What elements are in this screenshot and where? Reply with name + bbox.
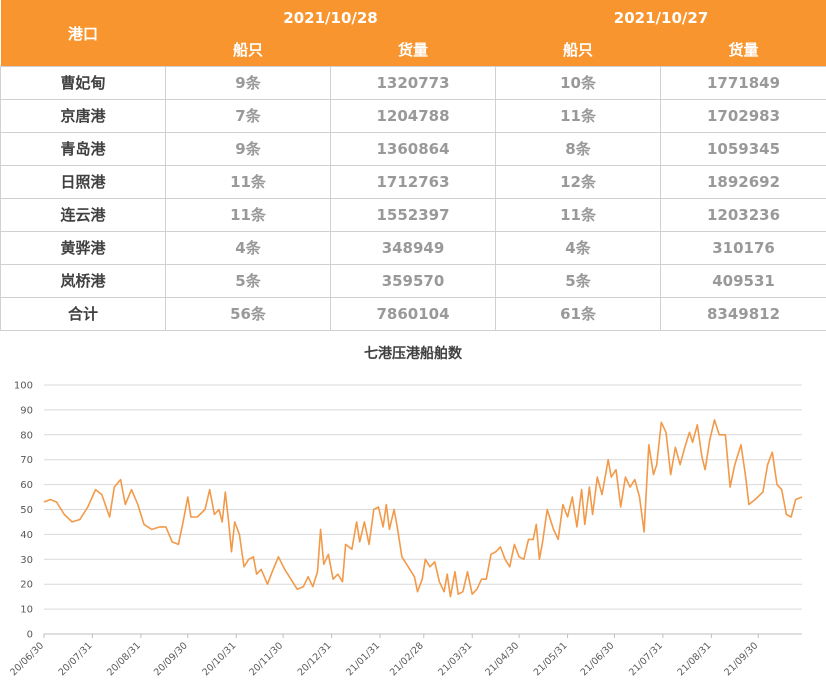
ships-value: 11条 bbox=[165, 164, 331, 199]
port-name: 合计 bbox=[0, 296, 166, 331]
port-table: 港口 2021/10/28 2021/10/27 船只 货量 船只 货量 曹妃甸… bbox=[0, 0, 826, 331]
cargo-value: 348949 bbox=[329, 230, 497, 265]
grid-lines bbox=[44, 384, 802, 635]
y-axis: 0 10 20 30 40 50 60 70 80 90 100 bbox=[14, 381, 33, 641]
y-tick-label: 100 bbox=[14, 381, 33, 392]
ships-value: 56条 bbox=[165, 296, 331, 331]
x-tick-label: 20/11/30 bbox=[247, 640, 285, 678]
ships-value: 9条 bbox=[165, 131, 331, 166]
y-tick-label: 80 bbox=[20, 430, 33, 441]
x-axis: 20/06/30 20/07/31 20/08/31 20/09/30 20/10/31… bbox=[8, 633, 802, 678]
x-tick-label: 21/08/31 bbox=[676, 640, 714, 678]
y-tick-label: 10 bbox=[20, 605, 33, 616]
chart-container: 七港压港船舶数 0 10 20 30 40 50 60 70 80 90 100 20/06/30 2… bbox=[0, 330, 826, 694]
port-header: 港口 bbox=[0, 0, 166, 66]
table-row: 京唐港 7条 1204788 11条 1702983 bbox=[0, 98, 826, 133]
ships-value: 11条 bbox=[165, 197, 331, 232]
table-row: 连云港 11条 1552397 11条 1203236 bbox=[0, 197, 826, 232]
cargo-value: 1771849 bbox=[660, 65, 826, 100]
ships-value: 7条 bbox=[165, 98, 331, 133]
y-tick-label: 0 bbox=[27, 630, 33, 641]
x-tick-label: 21/02/28 bbox=[388, 640, 426, 678]
cargo-value: 1702983 bbox=[660, 98, 826, 133]
y-tick-label: 90 bbox=[20, 405, 33, 416]
y-tick-label: 70 bbox=[20, 455, 33, 466]
x-tick-label: 21/03/31 bbox=[436, 640, 474, 678]
ships-value: 5条 bbox=[495, 263, 662, 298]
cargo-value: 1059345 bbox=[660, 131, 826, 166]
cargo-header-2: 货量 bbox=[660, 33, 826, 66]
cargo-value: 7860104 bbox=[329, 296, 497, 331]
port-name: 黄骅港 bbox=[0, 230, 166, 265]
cargo-value: 310176 bbox=[660, 230, 826, 265]
cargo-value: 1712763 bbox=[329, 164, 497, 199]
port-name: 连云港 bbox=[0, 197, 166, 232]
x-tick-label: 20/10/31 bbox=[200, 640, 238, 678]
ships-value: 12条 bbox=[495, 164, 662, 199]
cargo-value: 1320773 bbox=[329, 65, 497, 100]
date-header-2: 2021/10/27 bbox=[495, 0, 826, 33]
x-tick-label: 21/05/31 bbox=[532, 640, 570, 678]
ships-value: 9条 bbox=[165, 65, 331, 100]
table-row: 日照港 11条 1712763 12条 1892692 bbox=[0, 164, 826, 199]
y-tick-label: 60 bbox=[20, 480, 33, 491]
series-group bbox=[43, 419, 803, 598]
port-name: 日照港 bbox=[0, 164, 166, 199]
cargo-value: 8349812 bbox=[660, 296, 826, 331]
cargo-value: 359570 bbox=[329, 263, 497, 298]
x-tick-label: 21/06/30 bbox=[579, 640, 617, 678]
table-row-total: 合计 56条 7860104 61条 8349812 bbox=[0, 296, 826, 331]
x-tick-label: 20/08/31 bbox=[105, 640, 143, 678]
port-name: 岚桥港 bbox=[0, 263, 166, 298]
cargo-header-1: 货量 bbox=[330, 33, 496, 66]
y-tick-label: 30 bbox=[20, 555, 33, 566]
y-tick-label: 50 bbox=[20, 505, 33, 516]
y-tick-label: 40 bbox=[20, 530, 33, 541]
x-tick-label: 20/07/31 bbox=[57, 640, 95, 678]
cargo-value: 1204788 bbox=[329, 98, 497, 133]
table-row: 青岛港 9条 1360864 8条 1059345 bbox=[0, 131, 826, 166]
table-row: 曹妃甸 9条 1320773 10条 1771849 bbox=[0, 65, 826, 100]
ships-value: 11条 bbox=[495, 98, 662, 133]
cargo-value: 1892692 bbox=[660, 164, 826, 199]
x-tick-label: 21/01/31 bbox=[344, 640, 382, 678]
x-tick-label: 21/07/31 bbox=[627, 640, 665, 678]
x-tick-label: 21/09/30 bbox=[722, 640, 760, 678]
cargo-value: 1552397 bbox=[329, 197, 497, 232]
ships-value: 4条 bbox=[495, 230, 662, 265]
y-tick-label: 20 bbox=[20, 580, 33, 591]
ships-value: 4条 bbox=[165, 230, 331, 265]
ships-value: 11条 bbox=[495, 197, 662, 232]
ships-header-2: 船只 bbox=[495, 33, 661, 66]
ships-value: 10条 bbox=[495, 65, 662, 100]
x-tick-label: 20/12/31 bbox=[296, 640, 334, 678]
table-row: 黄骅港 4条 348949 4条 310176 bbox=[0, 230, 826, 265]
ships-value: 8条 bbox=[495, 131, 662, 166]
port-name: 青岛港 bbox=[0, 131, 166, 166]
chart-title: 七港压港船舶数 bbox=[364, 345, 463, 362]
cargo-value: 409531 bbox=[660, 263, 826, 298]
table-row: 岚桥港 5条 359570 5条 409531 bbox=[0, 263, 826, 298]
date-header-1: 2021/10/28 bbox=[165, 0, 496, 33]
x-tick-label: 20/09/30 bbox=[152, 640, 190, 678]
ships-value: 61条 bbox=[495, 296, 662, 331]
x-tick-label: 21/04/30 bbox=[483, 640, 521, 678]
cargo-value: 1360864 bbox=[329, 131, 497, 166]
series-line bbox=[43, 419, 803, 598]
port-name: 京唐港 bbox=[0, 98, 166, 133]
port-name: 曹妃甸 bbox=[0, 65, 166, 100]
ships-value: 5条 bbox=[165, 263, 331, 298]
ships-header-1: 船只 bbox=[165, 33, 331, 66]
x-tick-label: 20/06/30 bbox=[8, 640, 46, 678]
cargo-value: 1203236 bbox=[660, 197, 826, 232]
